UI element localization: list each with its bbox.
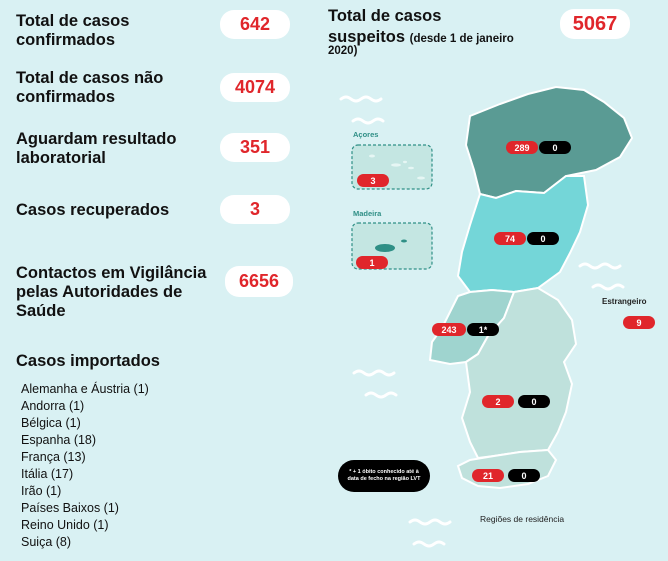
contacts-value: 6656	[225, 266, 293, 297]
suspected-title: Total de casos suspeitos (desde 1 de jan…	[328, 7, 514, 46]
acores-islands	[369, 154, 425, 180]
recovered-value: 3	[220, 195, 290, 224]
centro-cases-badge: 74	[494, 232, 526, 245]
acores-label: Açores	[353, 130, 379, 139]
list-item: Bélgica (1)	[21, 416, 81, 430]
lvt-cases-badge: 243	[432, 323, 466, 336]
region-algarve	[456, 448, 558, 490]
alentejo-cases-badge: 2	[482, 395, 514, 408]
unconfirmed-value: 4074	[220, 73, 290, 102]
suspected-value: 5067	[560, 9, 630, 39]
lvt-deaths-badge: 1*	[467, 323, 499, 336]
list-item: França (13)	[21, 450, 86, 464]
footnote-badge: * + 1 óbito conhecido até à data de fech…	[338, 460, 430, 492]
centro-deaths-badge: 0	[527, 232, 559, 245]
list-item: Suiça (8)	[21, 535, 72, 549]
list-item: Irão (1)	[21, 484, 62, 498]
norte-deaths-badge: 0	[539, 141, 571, 154]
norte-cases-badge: 289	[506, 141, 538, 154]
madeira-island	[375, 244, 395, 252]
contacts-label: Contactos em Vigilância pelas Autoridades…	[16, 264, 207, 320]
list-item: Andorra (1)	[21, 399, 85, 413]
estrangeiro-cases-badge: 9	[623, 316, 655, 329]
unconfirmed-label: Total de casos não confirmados	[16, 69, 164, 106]
algarve-cases-badge: 21	[472, 469, 504, 482]
estrangeiro-label: Estrangeiro	[602, 297, 647, 306]
list-item: Reino Unido (1)	[21, 518, 109, 532]
madeira-cases-badge: 1	[356, 256, 388, 269]
confirmed-value: 642	[220, 10, 290, 39]
recovered-label: Casos recuperados	[16, 201, 170, 219]
imported-list: Alemanha e Áustria (1) Andorra (1) Bélgi…	[21, 381, 149, 551]
porto-santo-island	[401, 239, 407, 243]
awaiting-label: Aguardam resultado laboratorial	[16, 130, 177, 167]
confirmed-label: Total de casos confirmados	[16, 12, 130, 49]
list-item: Alemanha e Áustria (1)	[21, 382, 149, 396]
algarve-deaths-badge: 0	[508, 469, 540, 482]
map-footer: Regiões de residência	[480, 514, 565, 524]
list-item: Itália (17)	[21, 467, 74, 481]
acores-cases-badge: 3	[357, 174, 389, 187]
wave-decoration	[339, 95, 625, 548]
list-item: Países Baixos (1)	[21, 501, 119, 515]
alentejo-deaths-badge: 0	[518, 395, 550, 408]
list-item: Espanha (18)	[21, 433, 97, 447]
imported-title: Casos importados	[16, 352, 160, 370]
madeira-label: Madeira	[353, 209, 382, 218]
awaiting-value: 351	[220, 133, 290, 162]
suspected-subtitle-year: 2020)	[328, 45, 358, 57]
